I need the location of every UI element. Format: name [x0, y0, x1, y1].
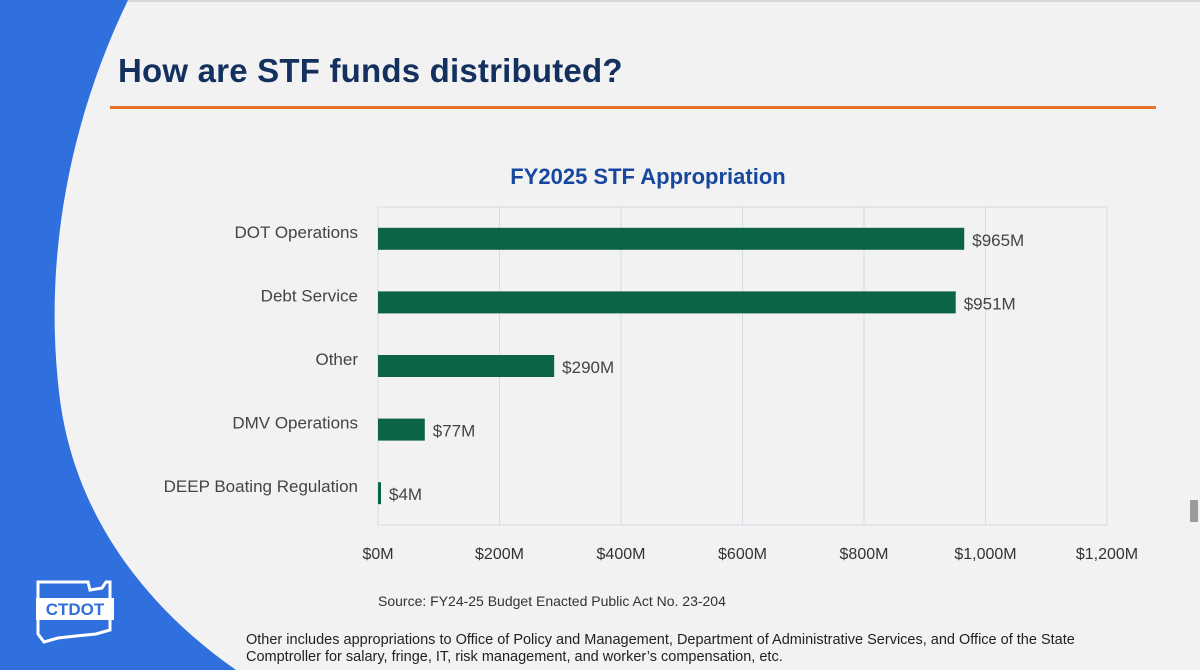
x-tick-labels: $0M $200M $400M $600M $800M $1,000M $1,200M [362, 546, 1138, 563]
title-underline [110, 106, 1156, 109]
footnote: Other includes appropriations to Office … [246, 632, 1200, 666]
bar [378, 227, 965, 250]
x-tick-label: $600M [718, 546, 767, 563]
slide-title: How are STF funds distributed? [118, 52, 623, 89]
ctdot-logo: CTDOT [36, 580, 114, 644]
category-label: Debt Service [261, 286, 358, 305]
bar [378, 355, 555, 377]
value-labels: $965M $951M $290M $77M $4M [389, 231, 1024, 504]
bar [378, 291, 956, 314]
category-label: DOT Operations [235, 223, 358, 242]
connecticut-state-outline [36, 580, 112, 644]
value-label: $77M [433, 422, 476, 441]
category-labels: DOT Operations Debt Service Other DMV Opera… [164, 223, 359, 496]
footnote-line-1: Other includes appropriations to Office … [246, 632, 1075, 648]
logo-band [36, 598, 114, 620]
slide-top-edge [0, 0, 1200, 2]
x-tick-label: $400M [597, 546, 646, 563]
source-note: Source: FY24-25 Budget Enacted Public Ac… [378, 593, 726, 609]
footnote-line-2: Comptroller for salary, fringe, IT, risk… [246, 649, 783, 665]
logo-text: CTDOT [46, 600, 105, 619]
bar [378, 482, 381, 505]
value-label: $290M [562, 358, 614, 377]
category-label: DMV Operations [232, 414, 358, 433]
scrollbar-thumb[interactable] [1190, 500, 1198, 522]
bar [378, 418, 425, 441]
chart-title: FY2025 STF Appropriation [510, 164, 785, 189]
value-label: $965M [972, 231, 1024, 250]
bar-chart: FY2025 STF Appropriation DOT OperationsD… [164, 164, 1139, 563]
bars [378, 227, 965, 505]
category-label: Other [315, 350, 358, 369]
category-label: DEEP Boating Regulation [164, 477, 358, 496]
x-tick-label: $0M [362, 546, 393, 563]
value-label: $4M [389, 485, 422, 504]
x-tick-label: $200M [475, 546, 524, 563]
x-tick-label: $1,000M [954, 546, 1016, 563]
value-label: $951M [964, 294, 1016, 313]
blue-swoosh-decoration [0, 0, 236, 670]
x-tick-label: $800M [840, 546, 889, 563]
x-tick-label: $1,200M [1076, 546, 1138, 563]
swoosh-shape [0, 0, 236, 670]
